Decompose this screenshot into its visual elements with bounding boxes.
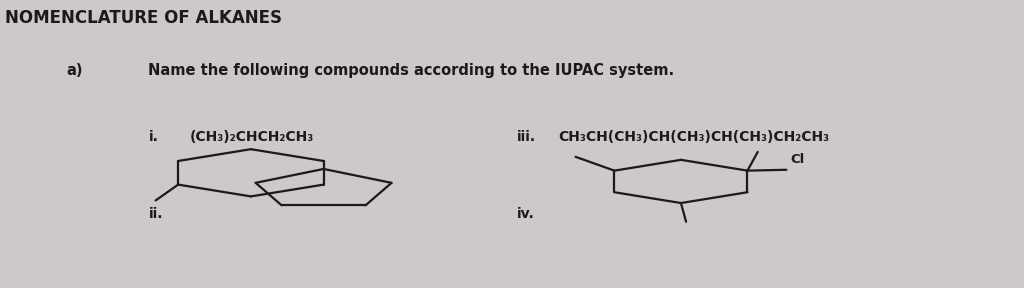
Text: Name the following compounds according to the IUPAC system.: Name the following compounds according t… xyxy=(148,63,675,78)
Text: ii.: ii. xyxy=(148,207,163,221)
Text: a): a) xyxy=(67,63,83,78)
Text: CH₃CH(CH₃)CH(CH₃)CH(CH₃)CH₂CH₃: CH₃CH(CH₃)CH(CH₃)CH(CH₃)CH₂CH₃ xyxy=(558,130,829,144)
Text: (CH₃)₂CHCH₂CH₃: (CH₃)₂CHCH₂CH₃ xyxy=(189,130,313,144)
Text: NOMENCLATURE OF ALKANES: NOMENCLATURE OF ALKANES xyxy=(5,9,283,27)
Text: iv.: iv. xyxy=(517,207,535,221)
Text: iii.: iii. xyxy=(517,130,537,144)
Text: i.: i. xyxy=(148,130,159,144)
Text: Cl: Cl xyxy=(791,153,805,166)
